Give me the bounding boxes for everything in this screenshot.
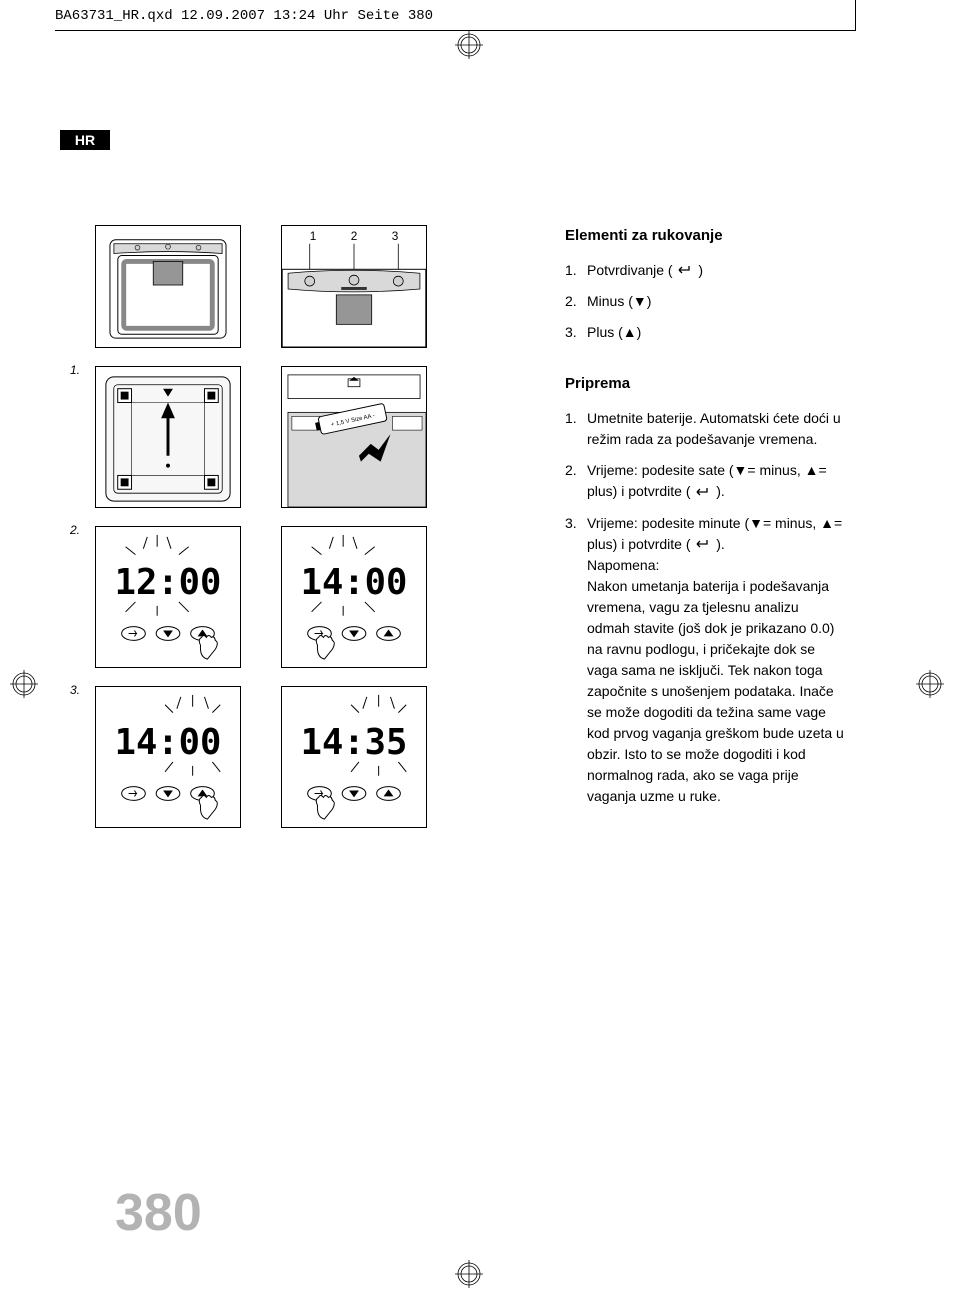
registration-mark-icon bbox=[455, 1260, 483, 1288]
item-text: Vrijeme: podesite minute (▼= minus, ▲= p… bbox=[587, 513, 845, 808]
item-text: Plus (▲) bbox=[587, 322, 845, 343]
heading-elementi: Elementi za rukovanje bbox=[565, 225, 845, 248]
fig-lcd-1200: 12:00 bbox=[95, 526, 241, 668]
heading-priprema: Priprema bbox=[565, 373, 845, 396]
fig-number-1: 1. bbox=[70, 363, 80, 377]
item-text: Umetnite baterije. Automatski ćete doći … bbox=[587, 408, 845, 450]
lcd-time: 14:00 bbox=[115, 722, 222, 763]
btn-num-2: 2 bbox=[351, 229, 358, 243]
item-number: 3. bbox=[565, 513, 587, 808]
language-tab: HR bbox=[60, 130, 110, 150]
item-number: 3. bbox=[565, 322, 587, 343]
fig-battery-compartment: + 1,5 V Size AA - bbox=[281, 366, 427, 508]
enter-icon bbox=[676, 260, 694, 281]
figure-column: 1 2 3 1. bbox=[95, 225, 445, 846]
print-header: BA63731_HR.qxd 12.09.2007 13:24 Uhr Seit… bbox=[55, 8, 433, 24]
crop-mark bbox=[855, 0, 856, 30]
fig-number-2: 2. bbox=[70, 523, 80, 537]
registration-mark-icon bbox=[916, 670, 944, 698]
fig-lcd-1400-min: 14:00 bbox=[95, 686, 241, 828]
fig-lcd-1435: 14:35 bbox=[281, 686, 427, 828]
registration-mark-icon bbox=[10, 670, 38, 698]
fig-button-panel: 1 2 3 bbox=[281, 225, 427, 348]
lcd-time: 14:00 bbox=[301, 562, 408, 603]
fig-lcd-1400-confirm: 14:00 bbox=[281, 526, 427, 668]
lcd-time: 12:00 bbox=[115, 562, 222, 603]
fig-number-3: 3. bbox=[70, 683, 80, 697]
text-column: Elementi za rukovanje 1. Potvrdivanje ( … bbox=[565, 225, 845, 817]
item-text: Minus (▼) bbox=[587, 291, 845, 312]
item-number: 2. bbox=[565, 460, 587, 503]
page-number: 380 bbox=[115, 1183, 202, 1243]
lcd-time: 14:35 bbox=[301, 722, 408, 763]
item-number: 2. bbox=[565, 291, 587, 312]
item-number: 1. bbox=[565, 260, 587, 282]
registration-mark-icon bbox=[455, 31, 483, 59]
enter-icon bbox=[694, 482, 712, 503]
btn-num-3: 3 bbox=[392, 229, 399, 243]
btn-num-1: 1 bbox=[310, 229, 317, 243]
item-text: Vrijeme: podesite sate (▼= minus, ▲= plu… bbox=[587, 460, 845, 503]
fig-scale-bottom bbox=[95, 366, 241, 508]
enter-icon bbox=[694, 534, 712, 555]
item-number: 1. bbox=[565, 408, 587, 450]
fig-scale-perspective bbox=[95, 225, 241, 348]
item-text: Potvrdivanje ( ) bbox=[587, 260, 845, 282]
